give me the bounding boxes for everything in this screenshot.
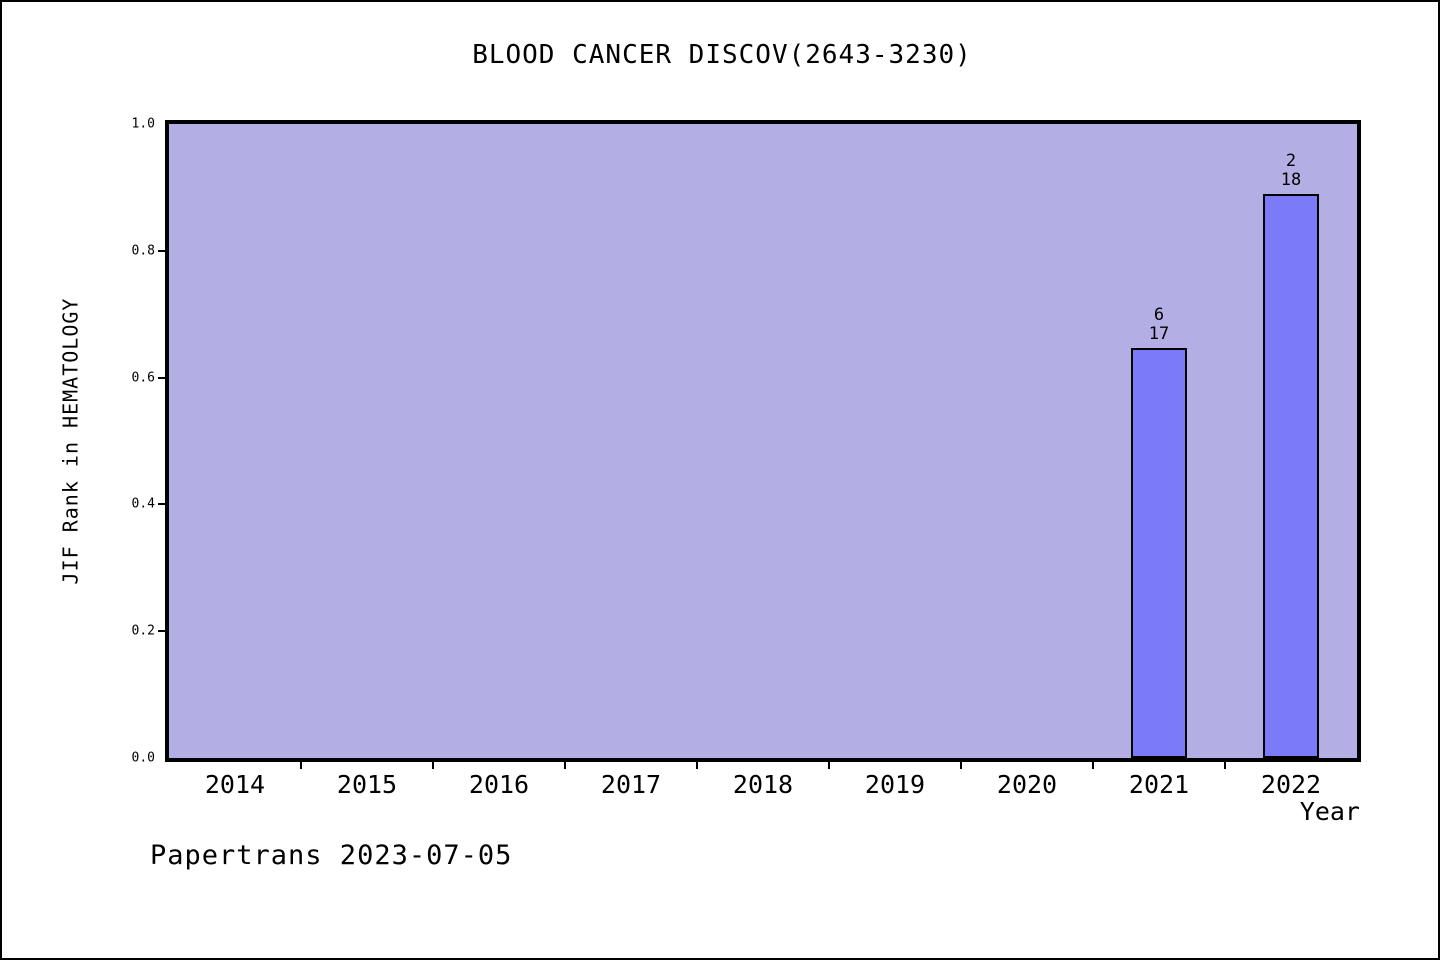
bar-2022[interactable] <box>1262 194 1319 758</box>
x-axis-tick-mark <box>960 758 962 769</box>
bar-total-value: 18 <box>1280 170 1302 191</box>
bar-rank-value: 6 <box>1153 304 1165 325</box>
x-axis-tick-mark <box>695 758 698 769</box>
y-axis-tick-mark <box>158 630 169 633</box>
x-axis-tick-mark <box>1092 758 1094 769</box>
x-axis-tick-label: 2016 <box>468 770 530 799</box>
x-axis-title: Year <box>1299 797 1360 826</box>
x-axis-tick-label: 2022 <box>1260 770 1322 799</box>
y-axis-tick-label: 0.4 <box>131 496 155 512</box>
bar-group: 2 18 <box>1225 124 1357 758</box>
y-axis-tick-mark <box>158 376 169 379</box>
plot-inner: 0.0 0.2 0.4 0.6 0.8 1.0 2014 2015 2016 2017 2018 2… <box>132 117 1357 800</box>
x-axis-tick-label: 2019 <box>864 770 926 799</box>
y-axis-tick-mark <box>158 503 169 506</box>
footer-note: Papertrans 2023-07-05 <box>150 840 513 871</box>
x-axis-tick-mark <box>299 758 302 769</box>
bar-total-value: 17 <box>1148 323 1170 344</box>
bar-2021[interactable] <box>1130 347 1187 758</box>
bar-rank-value: 2 <box>1285 151 1297 172</box>
y-axis-tick-label: 0.6 <box>131 370 155 386</box>
y-axis-tick-mark <box>158 249 169 252</box>
x-axis-tick-mark <box>564 758 566 769</box>
x-axis-tick-label: 2017 <box>600 770 662 799</box>
x-axis-tick-mark <box>828 758 830 769</box>
y-axis-tick-label: 0.8 <box>131 243 155 259</box>
y-axis-title: JIF Rank in HEMATOLOGY <box>50 120 90 762</box>
x-axis-tick-label: 2015 <box>336 770 398 799</box>
chart-title: BLOOD CANCER DISCOV(2643-3230) <box>472 40 972 70</box>
y-axis-title-text: JIF Rank in HEMATOLOGY <box>58 297 82 585</box>
plot-area: 0.0 0.2 0.4 0.6 0.8 1.0 2014 2015 2016 2017 2018 2… <box>132 117 1361 800</box>
x-axis-tick-label: 2014 <box>204 770 266 799</box>
bar-group: 6 17 <box>1093 124 1225 758</box>
x-axis-tick-mark <box>1223 758 1226 769</box>
y-axis-tick-label: 0.2 <box>131 623 155 639</box>
bar-value-label-2021: 6 17 <box>1148 304 1170 344</box>
x-axis-tick-mark <box>431 758 434 769</box>
bar-value-label-2022: 2 18 <box>1281 152 1301 190</box>
x-axis-tick-label: 2020 <box>996 770 1058 799</box>
x-axis-tick-label: 2018 <box>732 770 794 799</box>
y-axis-tick-label: 0.0 <box>131 750 155 766</box>
y-axis-tick-label: 1.0 <box>131 116 155 132</box>
x-axis-tick-label: 2021 <box>1128 770 1190 799</box>
